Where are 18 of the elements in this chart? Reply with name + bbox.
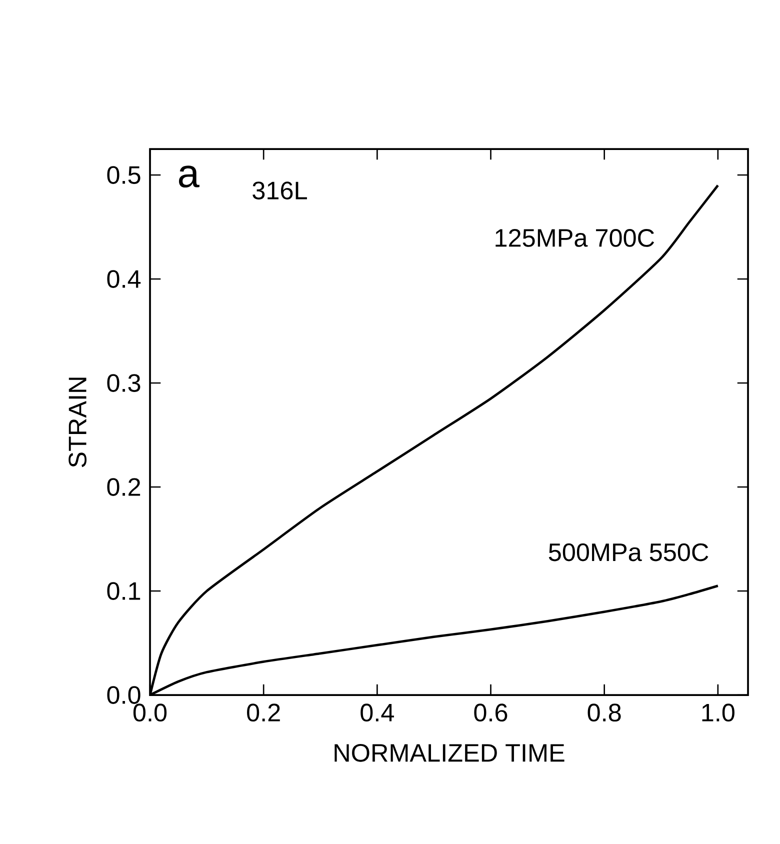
y-tick-label: 0.0 <box>107 686 140 704</box>
x-tick-label: 1.0 <box>702 704 734 722</box>
y-axis-title: STRAIN <box>68 378 87 468</box>
x-tick-label: 0.2 <box>247 704 280 722</box>
x-tick-label: 0.0 <box>133 704 167 722</box>
series-label: 500MPa 550C <box>548 543 708 562</box>
x-tick-label: 0.8 <box>588 704 621 722</box>
y-tick-label: 0.1 <box>107 582 140 600</box>
y-tick-label: 0.4 <box>107 270 141 288</box>
y-tick-label: 0.5 <box>107 166 140 184</box>
x-tick-label: 0.6 <box>474 704 508 722</box>
annotation: 316L <box>252 182 307 200</box>
series-label: 125MPa 700C <box>496 229 654 247</box>
x-tick-label: 0.4 <box>360 704 394 722</box>
y-tick-label: 0.2 <box>107 478 140 496</box>
y-tick-label: 0.3 <box>107 374 140 392</box>
x-axis-title: NORMALIZED TIME <box>334 744 564 762</box>
annotation: a <box>178 166 200 188</box>
